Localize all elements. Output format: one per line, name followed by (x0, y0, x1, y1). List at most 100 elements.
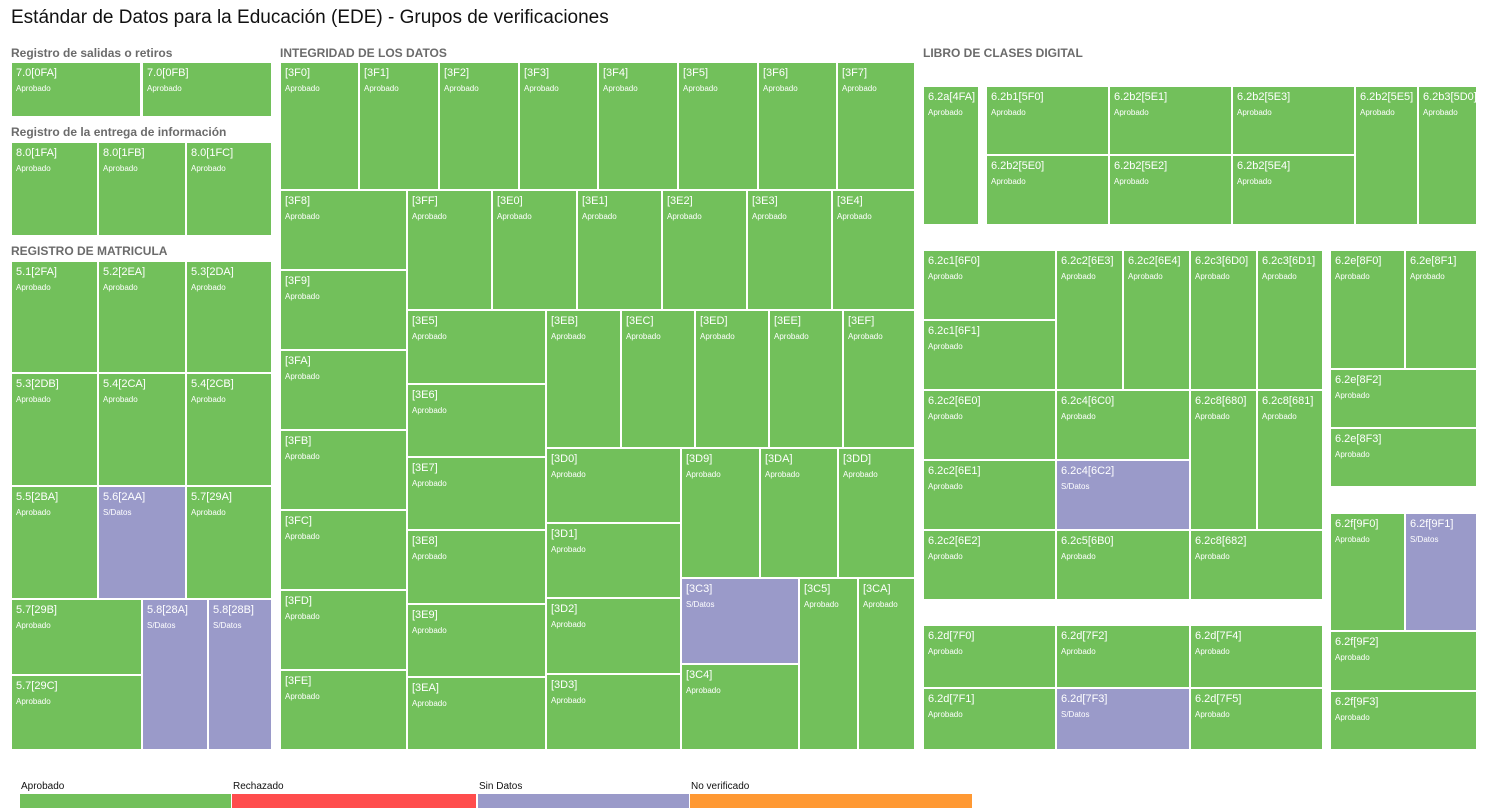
tile-3ea[interactable]: [3EA] Aprobado (407, 677, 546, 750)
tile-3ed[interactable]: [3ED] Aprobado (695, 310, 769, 448)
tile-8-0-1fc[interactable]: 8.0[1FC] Aprobado (186, 142, 272, 236)
tile-3fd[interactable]: [3FD] Aprobado (280, 590, 407, 670)
tile-3f0[interactable]: [3F0] Aprobado (280, 62, 359, 190)
tile-3eb[interactable]: [3EB] Aprobado (546, 310, 621, 448)
tile-3da[interactable]: [3DA] Aprobado (760, 448, 838, 578)
tile-6-2c2-6e3[interactable]: 6.2c2[6E3] Aprobado (1056, 250, 1123, 390)
tile-6-2e-8f3[interactable]: 6.2e[8F3] Aprobado (1330, 428, 1477, 487)
tile-6-2c3-6d0[interactable]: 6.2c3[6D0] Aprobado (1190, 250, 1257, 390)
tile-3d2[interactable]: [3D2] Aprobado (546, 598, 681, 674)
tile-3e2[interactable]: [3E2] Aprobado (662, 190, 747, 310)
tile-6-2d-7f2[interactable]: 6.2d[7F2] Aprobado (1056, 625, 1190, 688)
tile-3dd[interactable]: [3DD] Aprobado (838, 448, 915, 578)
tile-3f3[interactable]: [3F3] Aprobado (519, 62, 598, 190)
tile-6-2b2-5e2[interactable]: 6.2b2[5E2] Aprobado (1109, 155, 1232, 225)
tile-5-4-2ca[interactable]: 5.4[2CA] Aprobado (98, 373, 186, 486)
tile-6-2c2-6e0[interactable]: 6.2c2[6E0] Aprobado (923, 390, 1056, 460)
tile-5-5-2ba[interactable]: 5.5[2BA] Aprobado (11, 486, 98, 599)
tile-3ca[interactable]: [3CA] Aprobado (858, 578, 915, 750)
tile-3e6[interactable]: [3E6] Aprobado (407, 384, 546, 457)
tile-6-2d-7f4[interactable]: 6.2d[7F4] Aprobado (1190, 625, 1323, 688)
tile-6-2b2-5e5[interactable]: 6.2b2[5E5] Aprobado (1355, 86, 1418, 225)
tile-3f6[interactable]: [3F6] Aprobado (758, 62, 837, 190)
tile-3f7[interactable]: [3F7] Aprobado (837, 62, 915, 190)
tile-3ec[interactable]: [3EC] Aprobado (621, 310, 695, 448)
tile-5-2-2ea[interactable]: 5.2[2EA] Aprobado (98, 261, 186, 373)
tile-3d1[interactable]: [3D1] Aprobado (546, 523, 681, 598)
tile-6-2e-8f2[interactable]: 6.2e[8F2] Aprobado (1330, 369, 1477, 428)
tile-6-2c2-6e2[interactable]: 6.2c2[6E2] Aprobado (923, 530, 1056, 600)
tile-6-2c8-682[interactable]: 6.2c8[682] Aprobado (1190, 530, 1323, 600)
tile-3d3[interactable]: [3D3] Aprobado (546, 674, 681, 750)
tile-5-3-2db[interactable]: 5.3[2DB] Aprobado (11, 373, 98, 486)
tile-6-2f-9f0[interactable]: 6.2f[9F0] Aprobado (1330, 513, 1405, 631)
tile-6-2c4-6c2[interactable]: 6.2c4[6C2] S/Datos (1056, 460, 1190, 530)
tile-6-2d-7f0[interactable]: 6.2d[7F0] Aprobado (923, 625, 1056, 688)
tile-3fb[interactable]: [3FB] Aprobado (280, 430, 407, 510)
tile-3f5[interactable]: [3F5] Aprobado (678, 62, 758, 190)
tile-3f9[interactable]: [3F9] Aprobado (280, 270, 407, 350)
tile-3e9[interactable]: [3E9] Aprobado (407, 604, 546, 677)
tile-6-2c8-680[interactable]: 6.2c8[680] Aprobado (1190, 390, 1257, 530)
tile-id-label: [3D1] (551, 528, 578, 540)
tile-5-3-2da[interactable]: 5.3[2DA] Aprobado (186, 261, 272, 373)
tile-6-2a-4fa[interactable]: 6.2a[4FA] Aprobado (923, 86, 979, 225)
tile-3ff[interactable]: [3FF] Aprobado (407, 190, 492, 310)
tile-6-2c2-6e1[interactable]: 6.2c2[6E1] Aprobado (923, 460, 1056, 530)
tile-6-2b3-5d0[interactable]: 6.2b3[5D0] Aprobado (1418, 86, 1477, 225)
tile-3fe[interactable]: [3FE] Aprobado (280, 670, 407, 750)
tile-5-1-2fa[interactable]: 5.1[2FA] Aprobado (11, 261, 98, 373)
tile-3fa[interactable]: [3FA] Aprobado (280, 350, 407, 430)
tile-8-0-1fa[interactable]: 8.0[1FA] Aprobado (11, 142, 98, 236)
tile-3f2[interactable]: [3F2] Aprobado (439, 62, 519, 190)
tile-3e8[interactable]: [3E8] Aprobado (407, 530, 546, 604)
tile-7-0-0fb[interactable]: 7.0[0FB] Aprobado (142, 62, 272, 117)
tile-6-2d-7f1[interactable]: 6.2d[7F1] Aprobado (923, 688, 1056, 750)
tile-6-2c3-6d1[interactable]: 6.2c3[6D1] Aprobado (1257, 250, 1323, 390)
tile-3c3[interactable]: [3C3] S/Datos (681, 578, 799, 664)
tile-3e1[interactable]: [3E1] Aprobado (577, 190, 662, 310)
tile-6-2b2-5e4[interactable]: 6.2b2[5E4] Aprobado (1232, 155, 1355, 225)
tile-3e4[interactable]: [3E4] Aprobado (832, 190, 915, 310)
tile-6-2b2-5e3[interactable]: 6.2b2[5E3] Aprobado (1232, 86, 1355, 155)
tile-3e3[interactable]: [3E3] Aprobado (747, 190, 832, 310)
tile-3d0[interactable]: [3D0] Aprobado (546, 448, 681, 523)
tile-6-2c1-6f0[interactable]: 6.2c1[6F0] Aprobado (923, 250, 1056, 320)
tile-3c4[interactable]: [3C4] Aprobado (681, 664, 799, 750)
tile-6-2b2-5e1[interactable]: 6.2b2[5E1] Aprobado (1109, 86, 1232, 155)
tile-3d9[interactable]: [3D9] Aprobado (681, 448, 760, 578)
tile-6-2c2-6e4[interactable]: 6.2c2[6E4] Aprobado (1123, 250, 1190, 390)
tile-6-2f-9f3[interactable]: 6.2f[9F3] Aprobado (1330, 691, 1477, 750)
tile-3f8[interactable]: [3F8] Aprobado (280, 190, 407, 270)
tile-3ee[interactable]: [3EE] Aprobado (769, 310, 843, 448)
tile-6-2d-7f5[interactable]: 6.2d[7F5] Aprobado (1190, 688, 1323, 750)
tile-5-7-29b[interactable]: 5.7[29B] Aprobado (11, 599, 142, 675)
tile-7-0-0fa[interactable]: 7.0[0FA] Aprobado (11, 62, 141, 117)
tile-3fc[interactable]: [3FC] Aprobado (280, 510, 407, 590)
tile-3e0[interactable]: [3E0] Aprobado (492, 190, 577, 310)
tile-6-2d-7f3[interactable]: 6.2d[7F3] S/Datos (1056, 688, 1190, 750)
tile-6-2c5-6b0[interactable]: 6.2c5[6B0] Aprobado (1056, 530, 1190, 600)
tile-6-2b2-5e0[interactable]: 6.2b2[5E0] Aprobado (986, 155, 1109, 225)
tile-6-2f-9f1[interactable]: 6.2f[9F1] S/Datos (1405, 513, 1477, 631)
tile-6-2c1-6f1[interactable]: 6.2c1[6F1] Aprobado (923, 320, 1056, 390)
tile-6-2e-8f1[interactable]: 6.2e[8F1] Aprobado (1405, 250, 1477, 369)
tile-5-7-29c[interactable]: 5.7[29C] Aprobado (11, 675, 142, 750)
tile-5-7-29a[interactable]: 5.7[29A] Aprobado (186, 486, 272, 599)
tile-8-0-1fb[interactable]: 8.0[1FB] Aprobado (98, 142, 186, 236)
tile-6-2f-9f2[interactable]: 6.2f[9F2] Aprobado (1330, 631, 1477, 691)
tile-3ef[interactable]: [3EF] Aprobado (843, 310, 915, 448)
tile-3c5[interactable]: [3C5] Aprobado (799, 578, 858, 750)
tile-3e5[interactable]: [3E5] Aprobado (407, 310, 546, 384)
tile-6-2e-8f0[interactable]: 6.2e[8F0] Aprobado (1330, 250, 1405, 369)
tile-3f4[interactable]: [3F4] Aprobado (598, 62, 678, 190)
tile-5-6-2aa[interactable]: 5.6[2AA] S/Datos (98, 486, 186, 599)
tile-6-2b1-5f0[interactable]: 6.2b1[5F0] Aprobado (986, 86, 1109, 155)
tile-5-4-2cb[interactable]: 5.4[2CB] Aprobado (186, 373, 272, 486)
tile-3f1[interactable]: [3F1] Aprobado (359, 62, 439, 190)
tile-5-8-28a[interactable]: 5.8[28A] S/Datos (142, 599, 208, 750)
tile-3e7[interactable]: [3E7] Aprobado (407, 457, 546, 530)
tile-6-2c4-6c0[interactable]: 6.2c4[6C0] Aprobado (1056, 390, 1190, 460)
tile-6-2c8-681[interactable]: 6.2c8[681] Aprobado (1257, 390, 1323, 530)
tile-5-8-28b[interactable]: 5.8[28B] S/Datos (208, 599, 272, 750)
